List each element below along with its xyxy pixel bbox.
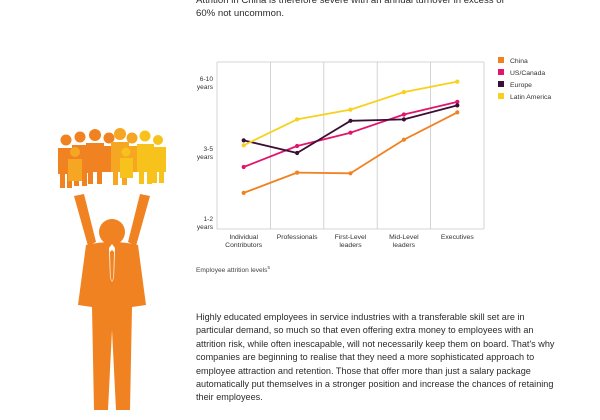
x-tick-label: Mid-Level — [389, 234, 419, 241]
data-point — [401, 90, 406, 95]
legend-label: US/Canada — [510, 70, 545, 77]
data-point — [455, 79, 460, 84]
data-point — [295, 143, 300, 149]
intro-paragraph: Attrition in China is therefore severe w… — [196, 0, 505, 19]
data-point — [295, 170, 300, 175]
data-point — [348, 171, 353, 176]
crowd-icon — [58, 128, 166, 188]
data-point — [241, 190, 246, 195]
legend-label: Europe — [510, 82, 532, 89]
chart-frame — [216, 61, 485, 230]
data-point — [241, 143, 246, 148]
y-tick-label: years — [197, 224, 214, 231]
series-lines — [241, 79, 460, 195]
y-tick-label: years — [197, 154, 214, 161]
x-tick-label: Professionals — [277, 234, 318, 241]
data-point — [348, 130, 353, 135]
man-figure-icon — [74, 194, 150, 410]
legend-swatch — [498, 81, 504, 87]
body-paragraph: Highly educated employees in service ind… — [196, 312, 555, 403]
legend-swatch — [498, 57, 504, 63]
chart-caption: Employee attrition levels5 — [196, 265, 270, 275]
data-point — [348, 107, 353, 112]
legend-label: China — [510, 58, 528, 65]
data-point — [241, 138, 246, 143]
y-tick-label: years — [197, 84, 214, 91]
data-point — [401, 117, 406, 122]
legend-label: Latin America — [510, 94, 551, 101]
data-point — [455, 99, 460, 104]
x-tick-label: Contributors — [225, 242, 263, 249]
x-tick-label: Individual — [229, 234, 258, 241]
legend: China US/Canada Europe Latin America — [498, 57, 551, 101]
series-line — [243, 111, 458, 194]
x-tick-label: First-Level — [335, 234, 367, 241]
data-point — [295, 150, 300, 156]
data-point — [401, 137, 406, 142]
data-point — [455, 103, 460, 108]
data-point — [241, 164, 246, 170]
data-point — [348, 118, 353, 123]
x-tick-label: Executives — [441, 234, 474, 241]
data-point — [401, 112, 406, 117]
y-tick-label: 1-2 — [203, 216, 213, 223]
data-point — [295, 117, 300, 122]
legend-swatch — [498, 93, 504, 99]
x-tick-label: leaders — [393, 242, 416, 249]
legend-swatch — [498, 69, 504, 75]
y-tick-label: 3-5 — [203, 146, 213, 153]
y-tick-label: 6-10 — [200, 76, 214, 83]
data-point — [455, 110, 460, 115]
x-tick-label: leaders — [339, 242, 362, 249]
